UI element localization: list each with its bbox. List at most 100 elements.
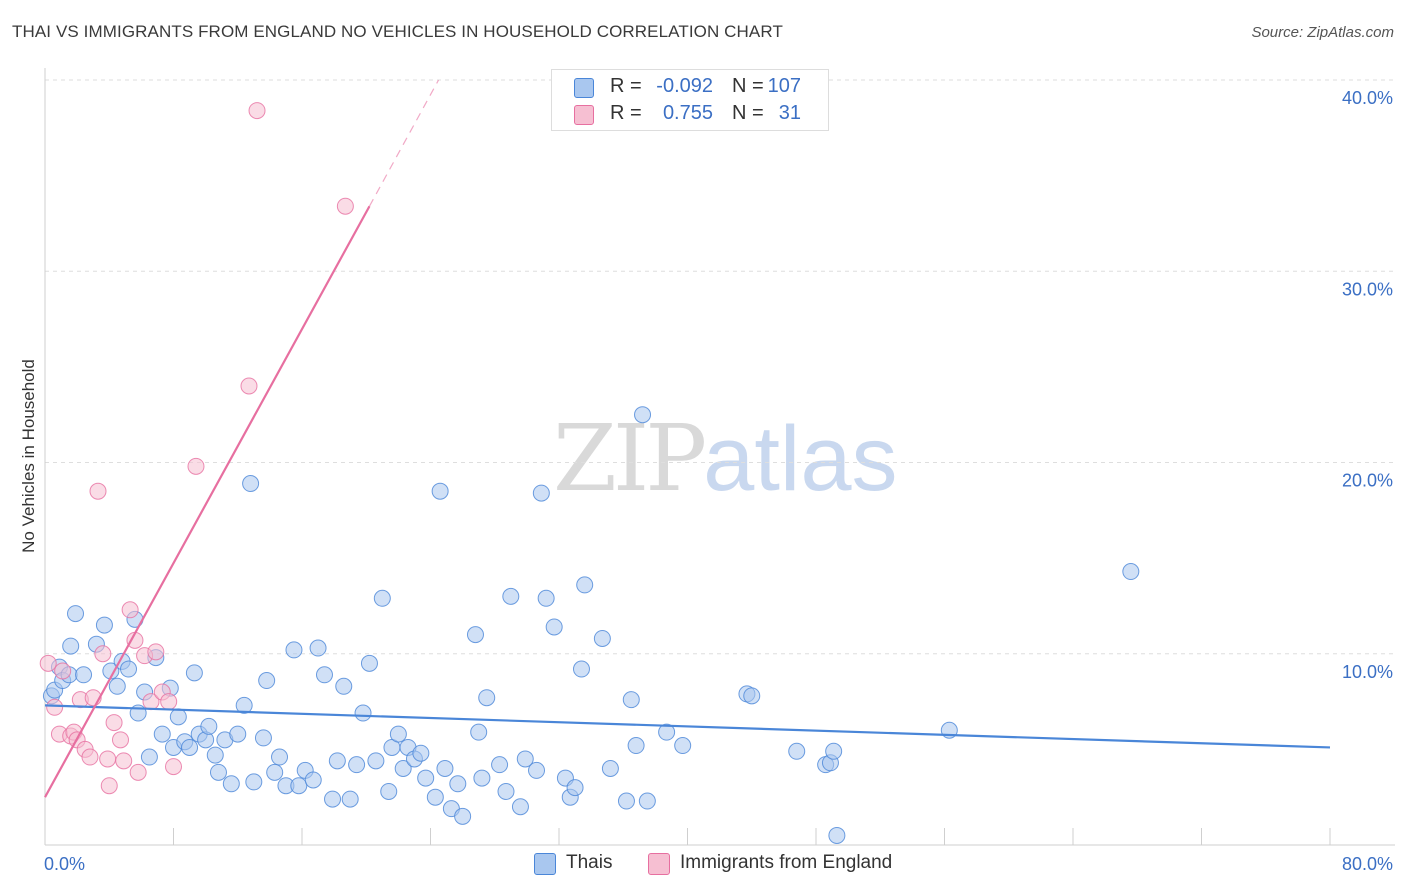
- thais-point[interactable]: [206, 746, 224, 764]
- thais-point[interactable]: [601, 760, 619, 777]
- england-point[interactable]: [187, 457, 205, 475]
- thais-point[interactable]: [473, 769, 491, 787]
- thais-point[interactable]: [674, 737, 692, 755]
- thais-point[interactable]: [828, 826, 846, 844]
- thais-point[interactable]: [67, 605, 85, 623]
- thais-point[interactable]: [528, 761, 546, 779]
- thais-point[interactable]: [454, 807, 472, 825]
- thais-point[interactable]: [478, 689, 496, 707]
- thais-point[interactable]: [627, 737, 645, 755]
- thais-point[interactable]: [638, 792, 656, 810]
- england-point[interactable]: [99, 750, 117, 768]
- thais-point[interactable]: [516, 750, 534, 768]
- thais-point[interactable]: [825, 742, 843, 760]
- thais-point[interactable]: [593, 629, 611, 647]
- thais-point[interactable]: [341, 790, 359, 808]
- thais-point[interactable]: [491, 756, 509, 774]
- thais-point[interactable]: [153, 725, 171, 743]
- england-point[interactable]: [160, 693, 178, 711]
- thais-point[interactable]: [788, 742, 806, 760]
- thais-point[interactable]: [200, 717, 218, 735]
- thais-point[interactable]: [62, 637, 80, 655]
- thais-point[interactable]: [743, 687, 761, 705]
- thais-point[interactable]: [576, 576, 594, 594]
- thais-point[interactable]: [511, 798, 529, 816]
- england-point[interactable]: [336, 197, 354, 215]
- england-point[interactable]: [89, 482, 107, 500]
- england-point[interactable]: [94, 645, 112, 663]
- thais-point[interactable]: [436, 760, 454, 777]
- thais-point[interactable]: [470, 723, 488, 741]
- england-point[interactable]: [129, 763, 147, 781]
- england-point[interactable]: [105, 714, 123, 732]
- thais-point[interactable]: [285, 641, 303, 659]
- thais-point[interactable]: [380, 782, 398, 800]
- thais-point[interactable]: [235, 696, 253, 714]
- thais-point[interactable]: [360, 654, 378, 672]
- england-point[interactable]: [115, 752, 133, 770]
- thais-point[interactable]: [566, 779, 584, 797]
- thais-point[interactable]: [229, 725, 247, 743]
- thais-point[interactable]: [328, 752, 346, 770]
- thais-point[interactable]: [394, 760, 412, 777]
- thais-point[interactable]: [209, 763, 227, 781]
- thais-point[interactable]: [242, 475, 260, 493]
- england-point[interactable]: [121, 601, 139, 619]
- thais-point[interactable]: [367, 752, 385, 770]
- england-point[interactable]: [39, 654, 57, 672]
- england-point[interactable]: [111, 731, 129, 749]
- thais-point[interactable]: [95, 616, 113, 634]
- thais-point[interactable]: [169, 708, 187, 726]
- thais-point[interactable]: [75, 666, 93, 684]
- thais-point[interactable]: [245, 773, 263, 791]
- thais-point[interactable]: [658, 723, 676, 741]
- thais-point[interactable]: [449, 775, 467, 793]
- england-point[interactable]: [46, 698, 64, 716]
- thais-point[interactable]: [108, 677, 126, 695]
- thais-point[interactable]: [271, 748, 289, 766]
- england-point[interactable]: [54, 662, 72, 680]
- thais-point[interactable]: [537, 589, 555, 607]
- thais-point[interactable]: [266, 763, 284, 781]
- thais-point[interactable]: [497, 782, 515, 800]
- england-point[interactable]: [248, 102, 266, 120]
- england-point[interactable]: [81, 748, 99, 766]
- thais-point[interactable]: [412, 744, 430, 762]
- thais-point[interactable]: [140, 748, 158, 766]
- thais-point[interactable]: [185, 664, 203, 682]
- england-point[interactable]: [240, 377, 258, 395]
- thais-point[interactable]: [348, 756, 366, 774]
- thais-point[interactable]: [222, 775, 240, 793]
- thais-point[interactable]: [426, 788, 444, 806]
- trend-lines: [44, 79, 1331, 798]
- thais-point[interactable]: [545, 618, 563, 636]
- thais-point[interactable]: [622, 691, 640, 709]
- source-label[interactable]: Source: ZipAtlas.com: [1251, 24, 1394, 41]
- thais-point[interactable]: [324, 790, 342, 808]
- england-point[interactable]: [147, 643, 165, 661]
- thais-point[interactable]: [389, 725, 407, 743]
- thais-point[interactable]: [373, 589, 391, 607]
- thais-point[interactable]: [431, 482, 449, 500]
- thais-point[interactable]: [532, 484, 550, 502]
- thais-point[interactable]: [1122, 563, 1140, 581]
- thais-point[interactable]: [304, 771, 322, 789]
- gridlines: [45, 79, 1395, 655]
- thais-point[interactable]: [309, 639, 327, 657]
- thais-point[interactable]: [120, 660, 138, 678]
- thais-point[interactable]: [290, 777, 308, 795]
- thais-point[interactable]: [572, 660, 590, 678]
- thais-point[interactable]: [502, 587, 520, 605]
- thais-point[interactable]: [617, 792, 635, 810]
- thais-point[interactable]: [634, 406, 652, 424]
- thais-point[interactable]: [466, 626, 484, 644]
- thais-point[interactable]: [417, 769, 435, 787]
- thais-point[interactable]: [181, 738, 199, 756]
- england-point[interactable]: [100, 777, 118, 795]
- england-point[interactable]: [165, 758, 182, 776]
- thais-point[interactable]: [335, 677, 353, 695]
- thais-point[interactable]: [315, 666, 333, 684]
- thais-point[interactable]: [258, 672, 276, 690]
- thais-point[interactable]: [354, 704, 372, 722]
- thais-point[interactable]: [254, 729, 272, 747]
